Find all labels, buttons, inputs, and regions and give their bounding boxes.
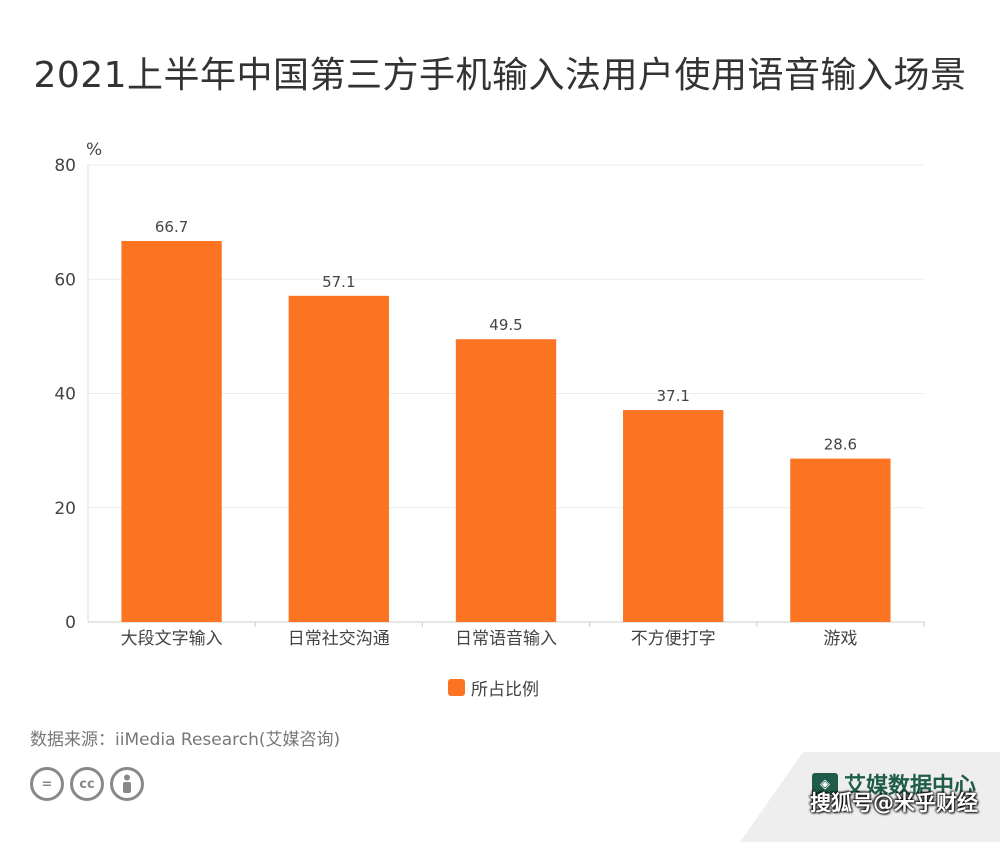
license-icons: = cc [30, 767, 144, 801]
bar [623, 410, 724, 622]
data-label: 28.6 [824, 436, 857, 454]
x-tick-label: 大段文字输入 [121, 629, 223, 649]
brand-logo: ◈ 艾媒数据中心 [812, 768, 976, 800]
person-icon [110, 767, 144, 801]
y-axis-unit: % [86, 140, 102, 160]
data-label: 49.5 [489, 316, 522, 334]
equals-icon: = [30, 767, 64, 801]
brand-icon: ◈ [812, 773, 838, 795]
bar-chart: 0 20 40 60 80% 66.7 大段文字输入 57.1 日常社交沟通 49.5 日常语音输入… [54, 140, 925, 649]
bar [288, 295, 389, 622]
chart-title: 2021上半年中国第三方手机输入法用户使用语音输入场景 [33, 55, 967, 96]
data-label: 66.7 [155, 218, 188, 236]
legend-label: 所占比例 [471, 679, 539, 700]
data-label: 57.1 [322, 273, 355, 291]
y-tick-label: 40 [54, 385, 76, 405]
x-tick-label: 日常社交沟通 [288, 629, 390, 649]
bar [455, 339, 557, 622]
y-tick-label: 0 [65, 613, 76, 633]
y-tick-label: 80 [54, 156, 76, 176]
y-tick-label: 20 [54, 499, 76, 519]
brand-name: 艾媒数据中心 [844, 774, 977, 799]
bar [790, 458, 891, 622]
bar [121, 240, 222, 622]
watermark: 搜狐号@米乎财经 [810, 791, 978, 815]
legend-swatch [448, 678, 465, 696]
source-note: 数据来源：iiMedia Research(艾媒咨询) [30, 730, 341, 750]
data-label: 37.1 [656, 387, 689, 405]
legend[interactable]: 所占比例 [448, 676, 539, 700]
x-tick-label: 日常语音输入 [455, 629, 557, 649]
y-tick-label: 60 [54, 270, 76, 290]
cc-icon: cc [70, 767, 104, 801]
x-tick-label: 游戏 [823, 629, 857, 649]
x-tick-label: 不方便打字 [631, 629, 716, 649]
